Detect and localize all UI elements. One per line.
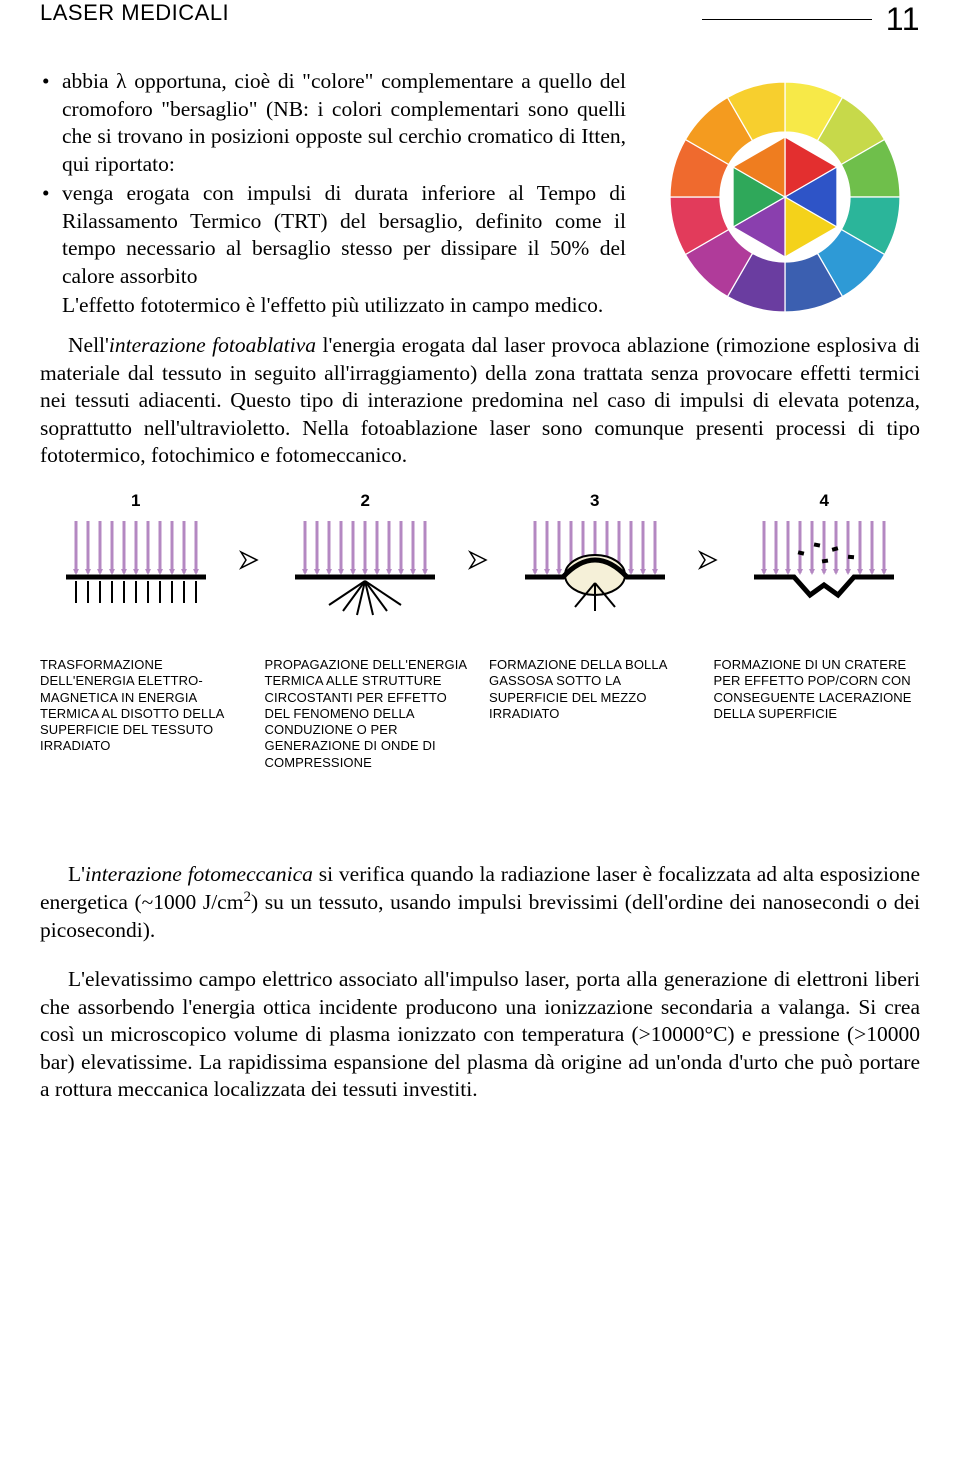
panel-graphic <box>56 515 216 635</box>
caption: FORMAZIONE DELLA BOLLA GASSOSA SOTTO LA … <box>489 657 696 771</box>
text: L' <box>68 862 85 886</box>
paragraph-fotoablativa: Nell'interazione fotoablativa l'energia … <box>40 332 920 470</box>
text: Nell' <box>68 333 109 357</box>
diagram-panel-2: 2 <box>270 491 462 635</box>
panel-number: 3 <box>590 491 599 511</box>
spacer <box>40 781 920 851</box>
paragraph-fotomeccanica: L'interazione fotomeccanica si verifica … <box>40 861 920 945</box>
page: LASER MEDICALI 11 abbia λ opportuna, cio… <box>0 0 960 1165</box>
bullet-text: venga erogata con impulsi di durata infe… <box>62 181 626 288</box>
bullet-list: abbia λ opportuna, cioè di "colore" comp… <box>40 68 626 320</box>
paragraph-plasma: L'elevatissimo campo elettrico associato… <box>40 966 920 1104</box>
bullet-text: abbia λ opportuna, cioè di "colore" comp… <box>62 69 626 176</box>
diagram-panel-1: 1 <box>40 491 232 635</box>
panel-number: 2 <box>361 491 370 511</box>
diagram-panel-4: 4 <box>729 491 921 635</box>
panel-graphic <box>285 515 445 635</box>
color-wheel-figure <box>650 68 920 322</box>
caption: PROPAGAZIONE DELL'ENERGIA TERMICA ALLE S… <box>265 657 472 771</box>
ablation-diagram: 1 2 3 4 <box>40 491 920 771</box>
header-title: LASER MEDICALI <box>40 0 229 26</box>
panel-graphic <box>515 515 675 635</box>
term-italic: interazione fotoablativa <box>109 333 316 357</box>
panel-graphic <box>744 515 904 635</box>
bullet-item: abbia λ opportuna, cioè di "colore" comp… <box>40 68 626 178</box>
bullet-item: venga erogata con impulsi di durata infe… <box>40 180 626 290</box>
header-rule <box>702 19 872 20</box>
color-wheel-icon <box>660 72 910 322</box>
diagram-panel-3: 3 <box>499 491 691 635</box>
arrow-icon <box>236 491 266 574</box>
arrow-icon <box>465 491 495 574</box>
arrow-icon <box>695 491 725 574</box>
diagram-row: 1 2 3 4 <box>40 491 920 635</box>
diagram-captions: TRASFORMAZIONE DELL'ENERGIA ELETTRO-MAGN… <box>40 657 920 771</box>
term-italic: interazione fotomeccanica <box>85 862 313 886</box>
caption: TRASFORMAZIONE DELL'ENERGIA ELETTRO-MAGN… <box>40 657 247 771</box>
header-right: 11 <box>702 1 920 38</box>
panel-number: 4 <box>820 491 829 511</box>
top-block: abbia λ opportuna, cioè di "colore" comp… <box>40 68 920 322</box>
bullet-tail: L'effetto fototermico è l'effetto più ut… <box>40 292 626 320</box>
caption: FORMAZIONE DI UN CRATERE PER EFFETTO POP… <box>714 657 921 771</box>
page-number: 11 <box>886 1 920 38</box>
superscript: 2 <box>243 889 251 905</box>
panel-number: 1 <box>131 491 140 511</box>
page-header: LASER MEDICALI 11 <box>40 0 920 38</box>
